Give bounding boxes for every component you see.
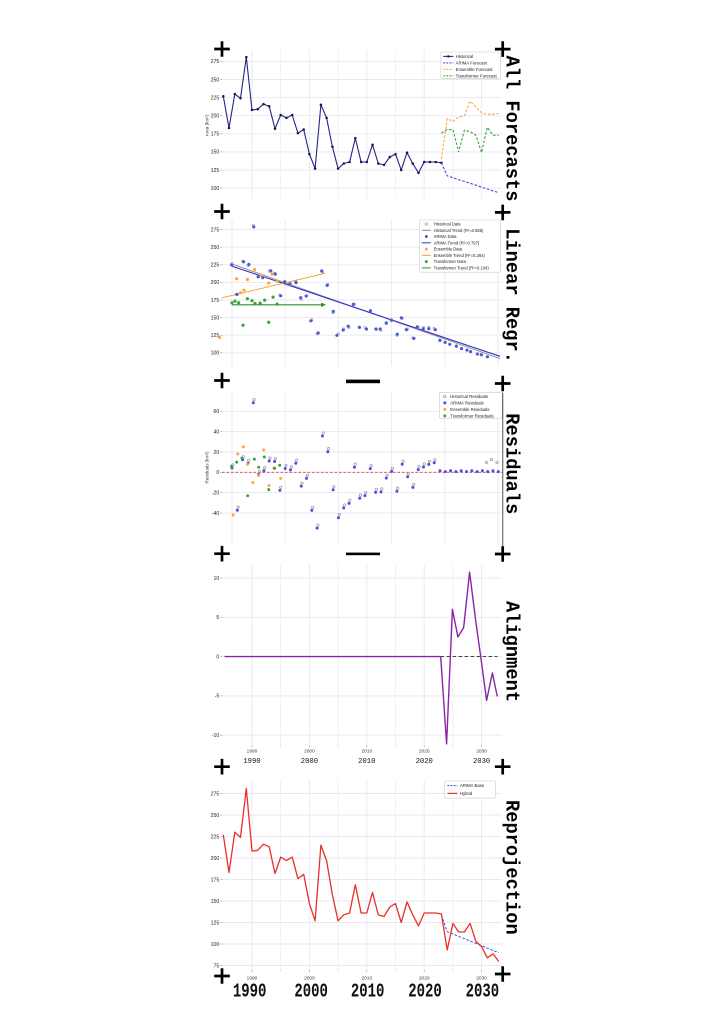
svg-text:100: 100 bbox=[211, 942, 220, 948]
svg-text:125: 125 bbox=[211, 168, 220, 174]
svg-text:150: 150 bbox=[211, 150, 220, 156]
svg-text:ARIMA Data: ARIMA Data bbox=[434, 234, 457, 239]
svg-text:5: 5 bbox=[216, 615, 219, 621]
svg-text:250: 250 bbox=[211, 813, 220, 819]
svg-text:Ensemble Residuals: Ensemble Residuals bbox=[450, 407, 489, 412]
svg-text:100: 100 bbox=[211, 351, 220, 357]
svg-text:250: 250 bbox=[211, 245, 220, 251]
svg-text:Transformer Trend (R²=0.104): Transformer Trend (R²=0.104) bbox=[434, 265, 490, 270]
svg-text:ARIMA Residuals: ARIMA Residuals bbox=[450, 400, 483, 405]
svg-text:75: 75 bbox=[214, 963, 220, 969]
svg-text:2000: 2000 bbox=[301, 758, 318, 766]
svg-text:2020: 2020 bbox=[419, 976, 430, 982]
svg-text:Reprojection: Reprojection bbox=[501, 800, 523, 935]
svg-text:ARIMA Base: ARIMA Base bbox=[460, 783, 485, 788]
svg-text:Historical Data: Historical Data bbox=[434, 222, 462, 227]
svg-text:125: 125 bbox=[211, 920, 220, 926]
svg-text:2030: 2030 bbox=[473, 758, 490, 766]
svg-text:-10: -10 bbox=[212, 733, 220, 739]
svg-text:60: 60 bbox=[214, 409, 220, 415]
svg-text:200: 200 bbox=[211, 114, 220, 120]
svg-text:20: 20 bbox=[214, 450, 220, 456]
svg-text:Historical: Historical bbox=[456, 54, 474, 59]
svg-text:200: 200 bbox=[211, 280, 220, 286]
svg-text:2000: 2000 bbox=[304, 976, 315, 982]
svg-text:150: 150 bbox=[211, 899, 220, 905]
svg-text:2020: 2020 bbox=[416, 758, 433, 766]
svg-text:2010: 2010 bbox=[361, 976, 372, 982]
svg-text:Transformer Forecast: Transformer Forecast bbox=[456, 73, 498, 78]
svg-text:175: 175 bbox=[211, 132, 220, 138]
svg-text:2030: 2030 bbox=[476, 749, 487, 755]
svg-text:-5: -5 bbox=[215, 694, 220, 700]
svg-text:1990: 1990 bbox=[233, 981, 267, 1003]
svg-text:Ensemble Data: Ensemble Data bbox=[434, 247, 463, 252]
svg-text:2010: 2010 bbox=[351, 981, 385, 1003]
svg-text:1990: 1990 bbox=[243, 758, 260, 766]
svg-text:40: 40 bbox=[214, 429, 220, 435]
svg-text:All Forecasts: All Forecasts bbox=[501, 56, 523, 202]
svg-text:Transformer Data: Transformer Data bbox=[434, 259, 467, 264]
svg-text:Hybrid: Hybrid bbox=[460, 791, 473, 796]
svg-text:Ensemble Forecast: Ensemble Forecast bbox=[456, 67, 494, 72]
svg-text:Residuals: Residuals bbox=[501, 413, 523, 514]
svg-text:1990: 1990 bbox=[247, 749, 258, 755]
svg-text:100: 100 bbox=[211, 186, 220, 192]
svg-text:2010: 2010 bbox=[358, 758, 375, 766]
svg-text:275: 275 bbox=[211, 59, 220, 65]
svg-text:250: 250 bbox=[211, 77, 220, 83]
svg-text:275: 275 bbox=[211, 791, 220, 797]
svg-text:2000: 2000 bbox=[304, 749, 315, 755]
svg-text:225: 225 bbox=[211, 263, 220, 269]
svg-text:225: 225 bbox=[211, 95, 220, 101]
svg-text:125: 125 bbox=[211, 333, 220, 339]
svg-text:10: 10 bbox=[214, 576, 220, 582]
svg-text:-20: -20 bbox=[212, 490, 220, 496]
svg-text:0: 0 bbox=[216, 654, 219, 660]
svg-text:2010: 2010 bbox=[361, 749, 372, 755]
svg-text:1990: 1990 bbox=[247, 976, 258, 982]
svg-text:Historical Trend (R²=0.685): Historical Trend (R²=0.685) bbox=[434, 228, 484, 233]
svg-text:Ensemble Trend (R²=0.284): Ensemble Trend (R²=0.284) bbox=[434, 253, 486, 258]
svg-text:Alignment: Alignment bbox=[501, 601, 523, 702]
svg-text:2020: 2020 bbox=[408, 981, 442, 1003]
svg-text:175: 175 bbox=[211, 877, 220, 883]
svg-text:-40: -40 bbox=[212, 511, 220, 517]
svg-text:150: 150 bbox=[211, 315, 220, 321]
svg-text:2000: 2000 bbox=[294, 981, 328, 1003]
svg-text:2030: 2030 bbox=[476, 976, 487, 982]
svg-text:175: 175 bbox=[211, 298, 220, 304]
svg-text:0: 0 bbox=[216, 470, 219, 476]
svg-text:Residuals (km²): Residuals (km²) bbox=[205, 451, 210, 484]
svg-text:2030: 2030 bbox=[466, 981, 500, 1003]
svg-text:275: 275 bbox=[211, 227, 220, 233]
svg-text:Linear Regr.: Linear Regr. bbox=[501, 228, 523, 363]
svg-text:ARIMA Forecast: ARIMA Forecast bbox=[456, 61, 488, 66]
svg-text:225: 225 bbox=[211, 834, 220, 840]
svg-text:Area (km²): Area (km²) bbox=[205, 114, 210, 136]
svg-text:200: 200 bbox=[211, 856, 220, 862]
svg-text:ARIMA Trend (R²=0.797): ARIMA Trend (R²=0.797) bbox=[434, 240, 480, 245]
svg-text:Historical Residuals: Historical Residuals bbox=[450, 394, 488, 399]
svg-text:2020: 2020 bbox=[419, 749, 430, 755]
svg-text:Transformer Residuals: Transformer Residuals bbox=[450, 413, 493, 418]
